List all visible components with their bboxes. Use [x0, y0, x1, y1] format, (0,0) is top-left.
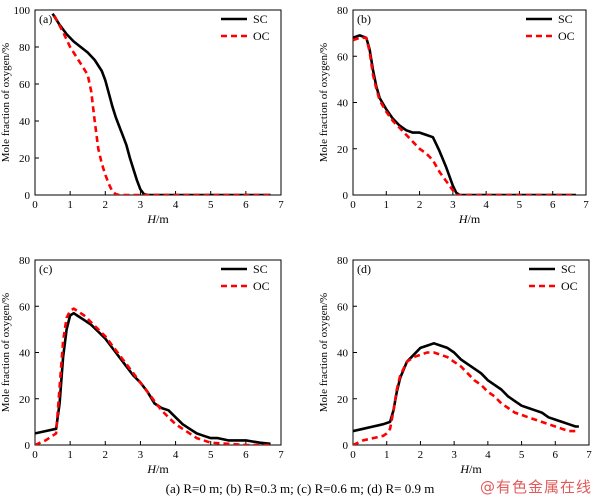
x-tick-label: 1	[67, 199, 73, 211]
x-tick-label: 4	[173, 449, 179, 461]
y-tick-label: 80	[19, 255, 31, 267]
x-tick-label: 5	[208, 199, 214, 211]
y-tick-label: 60	[337, 51, 349, 63]
series-line-oc	[35, 307, 271, 445]
series-line-oc	[353, 351, 579, 445]
x-axis-label-var: H	[459, 462, 470, 476]
legend-label-sc: SC	[253, 12, 268, 26]
chart-panel-a: 0 1 2 3 4 5 6 7 0 20 40 60 80 100 H/m Mole fraction of …	[0, 5, 284, 226]
chart-panel-b: 0 1 2 3 4 5 6 7 0 20 40 60 80 H/m Mole fraction of oxy…	[318, 5, 589, 226]
y-tick-label: 40	[19, 348, 31, 360]
series-line-sc	[35, 311, 271, 445]
x-tick-label: 3	[451, 449, 457, 461]
x-tick-label: 5	[519, 449, 525, 461]
x-tick-label: 6	[550, 199, 556, 211]
x-tick-label: 7	[278, 449, 284, 461]
chart-panel-d: 0 1 2 3 4 5 6 7 0 20 40 60 80 H/m Mole fraction of oxy…	[318, 255, 592, 476]
x-tick-label: 6	[243, 199, 249, 211]
legend-label-sc: SC	[558, 12, 573, 26]
panel-label: (c)	[39, 262, 52, 276]
x-axis-label-unit: /m	[156, 462, 169, 476]
y-axis-label: Mole fraction of oxygen/%	[0, 43, 12, 162]
plot-frame	[352, 259, 590, 446]
x-tick-label: 3	[138, 449, 144, 461]
y-tick-label: 20	[19, 153, 31, 165]
panel-label: (a)	[39, 12, 52, 26]
y-tick-label: 40	[337, 98, 349, 110]
y-axis-label: Mole fraction of oxygen/%	[318, 43, 330, 162]
y-tick-label: 0	[343, 190, 349, 202]
panel-label: (d)	[357, 262, 371, 276]
y-tick-label: 60	[19, 79, 31, 91]
legend-label-oc: OC	[253, 279, 270, 293]
legend-label-oc: OC	[558, 29, 575, 43]
y-tick-label: 100	[14, 5, 31, 17]
series-line-sc	[51, 13, 271, 195]
x-tick-label: 2	[103, 449, 109, 461]
chart-panel-c: 0 1 2 3 4 5 6 7 0 20 40 60 80 H/m Mole fraction of oxy…	[0, 255, 284, 476]
y-tick-label: 20	[337, 144, 349, 156]
x-tick-label: 5	[517, 199, 523, 211]
y-tick-label: 80	[337, 5, 349, 17]
y-tick-label: 60	[19, 301, 31, 313]
y-tick-label: 20	[19, 394, 31, 406]
x-tick-label: 2	[417, 199, 423, 211]
x-axis-label-var: H	[146, 212, 157, 226]
legend-label-oc: OC	[561, 279, 578, 293]
x-axis-label: H/m	[458, 212, 481, 226]
y-tick-label: 0	[343, 440, 349, 452]
x-tick-label: 5	[208, 449, 214, 461]
y-tick-label: 40	[337, 348, 349, 360]
y-tick-label: 0	[25, 190, 31, 202]
x-tick-label: 7	[586, 449, 592, 461]
x-tick-label: 7	[278, 199, 284, 211]
x-axis-label-unit: /m	[156, 212, 169, 226]
x-tick-label: 1	[67, 449, 73, 461]
x-tick-label: 4	[173, 199, 179, 211]
x-tick-label: 2	[418, 449, 424, 461]
x-axis-label-unit: /m	[468, 212, 481, 226]
y-tick-label: 60	[337, 301, 349, 313]
x-axis-label: H/m	[146, 462, 169, 476]
series-line-oc	[353, 36, 576, 195]
y-tick-label: 80	[337, 255, 349, 267]
plot-frame	[34, 259, 282, 446]
x-tick-label: 0	[350, 199, 356, 211]
x-tick-label: 0	[32, 199, 38, 211]
plot-frame	[352, 9, 587, 196]
x-tick-label: 3	[138, 199, 144, 211]
x-tick-label: 0	[32, 449, 38, 461]
x-tick-label: 6	[553, 449, 559, 461]
x-tick-label: 1	[384, 449, 390, 461]
y-axis-label: Mole fraction of oxygen/%	[0, 293, 12, 412]
x-tick-label: 7	[583, 199, 589, 211]
y-tick-label: 80	[19, 42, 31, 54]
figure-caption: (a) R=0 m; (b) R=0.3 m; (c) R=0.6 m; (d)…	[165, 481, 435, 496]
watermark: @有色金属在线	[479, 478, 592, 496]
x-tick-label: 3	[450, 199, 456, 211]
x-tick-label: 1	[384, 199, 390, 211]
legend-label-oc: OC	[253, 29, 270, 43]
x-tick-label: 0	[350, 449, 356, 461]
panel-label: (b)	[357, 12, 371, 26]
series-line-oc	[53, 14, 271, 195]
legend-label-sc: SC	[561, 262, 576, 276]
x-axis-label-var: H	[146, 462, 157, 476]
y-tick-label: 0	[25, 440, 31, 452]
x-axis-label: H/m	[146, 212, 169, 226]
y-tick-label: 40	[19, 116, 31, 128]
x-tick-label: 2	[103, 199, 109, 211]
legend-label-sc: SC	[253, 262, 268, 276]
x-axis-label-unit: /m	[469, 462, 482, 476]
x-tick-label: 4	[485, 449, 491, 461]
x-tick-label: 6	[243, 449, 249, 461]
x-tick-label: 4	[483, 199, 489, 211]
x-axis-label-var: H	[458, 212, 469, 226]
series-line-sc	[353, 341, 579, 433]
x-axis-label: H/m	[459, 462, 482, 476]
series-line-sc	[353, 34, 576, 195]
y-tick-label: 20	[337, 394, 349, 406]
y-axis-label: Mole fraction of oxygen/%	[318, 293, 330, 412]
